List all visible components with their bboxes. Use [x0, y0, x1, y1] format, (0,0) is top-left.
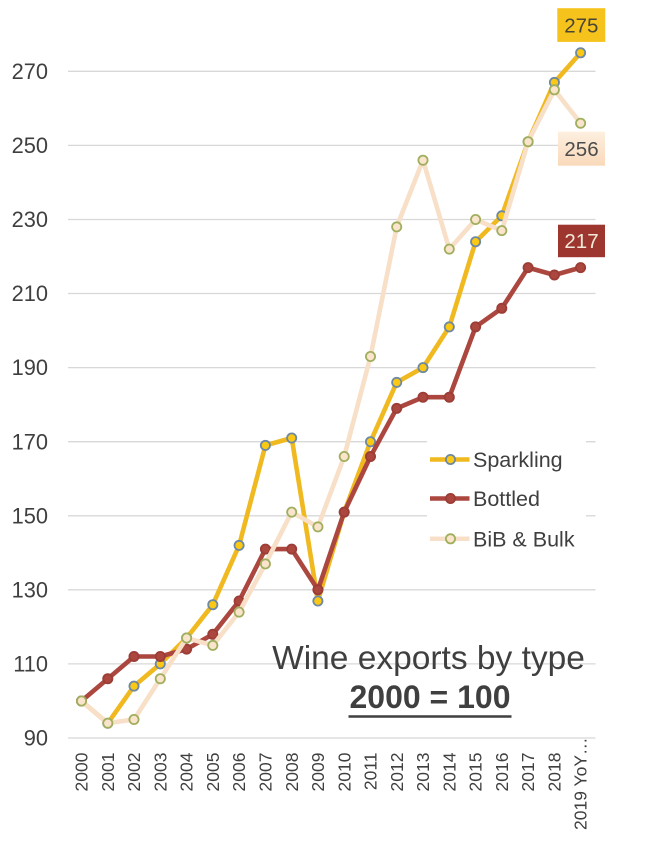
svg-text:2004: 2004 [177, 752, 197, 791]
svg-text:170: 170 [12, 429, 48, 454]
svg-text:110: 110 [13, 652, 48, 677]
svg-text:2018: 2018 [545, 753, 565, 792]
svg-text:190: 190 [12, 355, 48, 380]
svg-text:2012: 2012 [387, 753, 407, 792]
svg-text:150: 150 [12, 503, 48, 528]
svg-text:Wine exports by type: Wine exports by type [272, 640, 585, 677]
svg-text:2017: 2017 [518, 753, 538, 792]
svg-text:Sparkling: Sparkling [473, 448, 563, 472]
svg-text:2000 = 100: 2000 = 100 [349, 679, 510, 715]
svg-text:2010: 2010 [334, 752, 354, 791]
svg-text:2019 YoY…: 2019 YoY… [571, 738, 591, 830]
svg-text:250: 250 [12, 133, 48, 158]
svg-text:2006: 2006 [229, 753, 249, 792]
svg-text:256: 256 [564, 138, 598, 161]
svg-text:230: 230 [12, 207, 48, 232]
svg-text:2016: 2016 [492, 753, 512, 792]
svg-text:2008: 2008 [282, 753, 302, 792]
svg-text:210: 210 [12, 281, 48, 306]
svg-text:2009: 2009 [308, 753, 328, 792]
svg-text:2014: 2014 [439, 752, 459, 791]
svg-text:2005: 2005 [203, 753, 223, 792]
svg-text:90: 90 [24, 726, 48, 751]
svg-text:2000: 2000 [72, 752, 92, 791]
svg-text:2003: 2003 [150, 753, 170, 792]
svg-text:BiB & Bulk: BiB & Bulk [473, 527, 575, 551]
svg-text:2007: 2007 [256, 753, 276, 792]
svg-text:Bottled: Bottled [473, 487, 540, 511]
svg-text:2015: 2015 [466, 753, 486, 792]
svg-text:2002: 2002 [124, 753, 144, 792]
svg-text:130: 130 [12, 577, 48, 602]
svg-text:2013: 2013 [413, 753, 433, 792]
svg-text:275: 275 [564, 14, 598, 37]
svg-text:217: 217 [564, 230, 598, 253]
svg-text:270: 270 [12, 59, 48, 84]
svg-text:2001: 2001 [98, 753, 118, 792]
svg-text:2011: 2011 [361, 753, 381, 791]
